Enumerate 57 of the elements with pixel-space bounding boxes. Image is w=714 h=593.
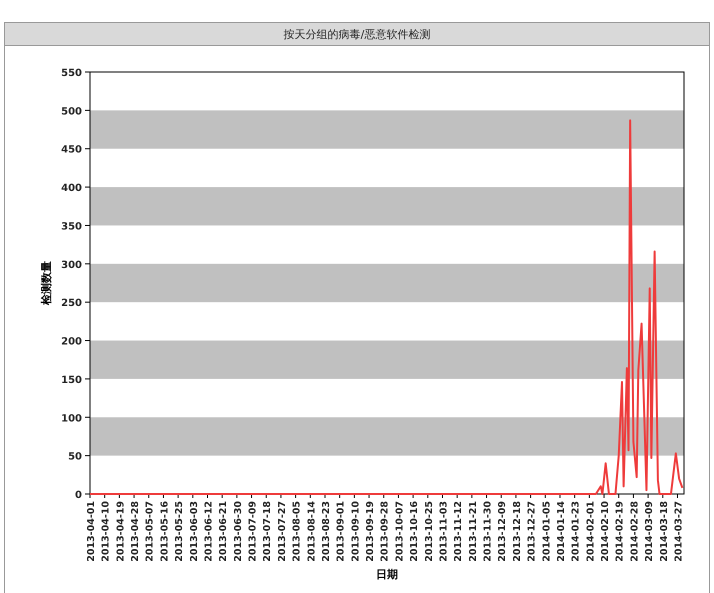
- x-tick-label: 2014-02-01: [585, 501, 596, 562]
- y-tick-label: 300: [61, 260, 82, 271]
- x-tick-label: 2013-11-12: [453, 501, 464, 562]
- x-tick-label: 2013-04-19: [115, 501, 126, 562]
- x-tick-label: 2013-07-18: [262, 500, 274, 562]
- x-tick-label: 2014-03-27: [673, 501, 684, 562]
- x-tick-label: 2013-10-07: [394, 501, 406, 562]
- y-tick-label: 350: [61, 221, 82, 232]
- y-axis-title: 检测数量: [40, 261, 53, 306]
- x-tick-label: 2013-07-09: [248, 501, 259, 562]
- x-axis-title: 日期: [376, 568, 398, 581]
- chart-title: 按天分组的病毒/恶意软件检测: [284, 28, 430, 41]
- y-tick-label: 150: [61, 374, 82, 386]
- y-tick-label: 400: [61, 183, 82, 194]
- x-tick-label: 2014-03-18: [658, 500, 670, 562]
- x-tick-label: 2013-05-16: [159, 500, 170, 562]
- y-tick-label: 550: [61, 68, 82, 79]
- x-tick-label: 2013-09-28: [380, 500, 391, 562]
- x-tick-label: 2013-04-01: [86, 501, 97, 562]
- y-tick-label: 0: [75, 490, 82, 501]
- x-tick-label: 2013-06-30: [232, 500, 244, 562]
- x-tick-label: 2013-06-21: [218, 501, 230, 562]
- x-tick-label: 2013-09-19: [365, 501, 376, 562]
- x-tick-label: 2013-12-09: [497, 501, 508, 562]
- x-tick-label: 2013-12-18: [512, 500, 523, 562]
- x-tick-label: 2013-08-23: [320, 501, 332, 562]
- x-tick-label: 2013-12-27: [526, 501, 538, 562]
- x-tick-label: 2013-07-27: [276, 501, 288, 562]
- x-tick-label: 2013-08-05: [292, 501, 303, 562]
- y-tick-label: 50: [68, 452, 82, 463]
- line-series: [89, 119, 684, 495]
- x-tick-label: 2014-01-14: [556, 500, 567, 562]
- x-tick-label: 2013-09-01: [336, 501, 347, 562]
- x-tick-label: 2014-02-28: [629, 500, 640, 562]
- x-tick-label: 2013-11-30: [482, 500, 494, 562]
- x-tick-label: 2014-01-05: [541, 501, 552, 562]
- x-tick-label: 2013-06-12: [203, 501, 214, 562]
- y-tick-label: 200: [61, 336, 82, 348]
- y-tick-label: 500: [61, 106, 82, 118]
- y-tick-label: 250: [61, 298, 82, 310]
- x-tick-label: 2013-09-10: [350, 500, 362, 562]
- x-tick-label: 2013-06-03: [188, 501, 200, 562]
- y-tick-label: 100: [61, 413, 82, 424]
- x-tick-label: 2014-03-09: [644, 501, 656, 562]
- x-tick-label: 2013-10-16: [409, 500, 420, 562]
- x-tick-label: 2013-04-10: [100, 500, 112, 562]
- x-tick-label: 2013-11-21: [468, 501, 479, 562]
- x-tick-label: 2013-04-28: [130, 500, 142, 562]
- x-tick-label: 2013-05-25: [174, 501, 186, 562]
- x-tick-label: 2013-10-25: [424, 501, 435, 562]
- x-tick-label: 2013-08-14: [306, 500, 318, 562]
- y-tick-label: 450: [61, 144, 82, 156]
- x-tick-label: 2014-02-10: [600, 500, 612, 562]
- x-tick-label: 2013-11-03: [438, 501, 450, 562]
- x-tick-label: 2014-02-19: [614, 501, 626, 562]
- x-tick-label: 2013-05-07: [144, 501, 156, 562]
- x-tick-label: 2014-01-23: [570, 501, 582, 562]
